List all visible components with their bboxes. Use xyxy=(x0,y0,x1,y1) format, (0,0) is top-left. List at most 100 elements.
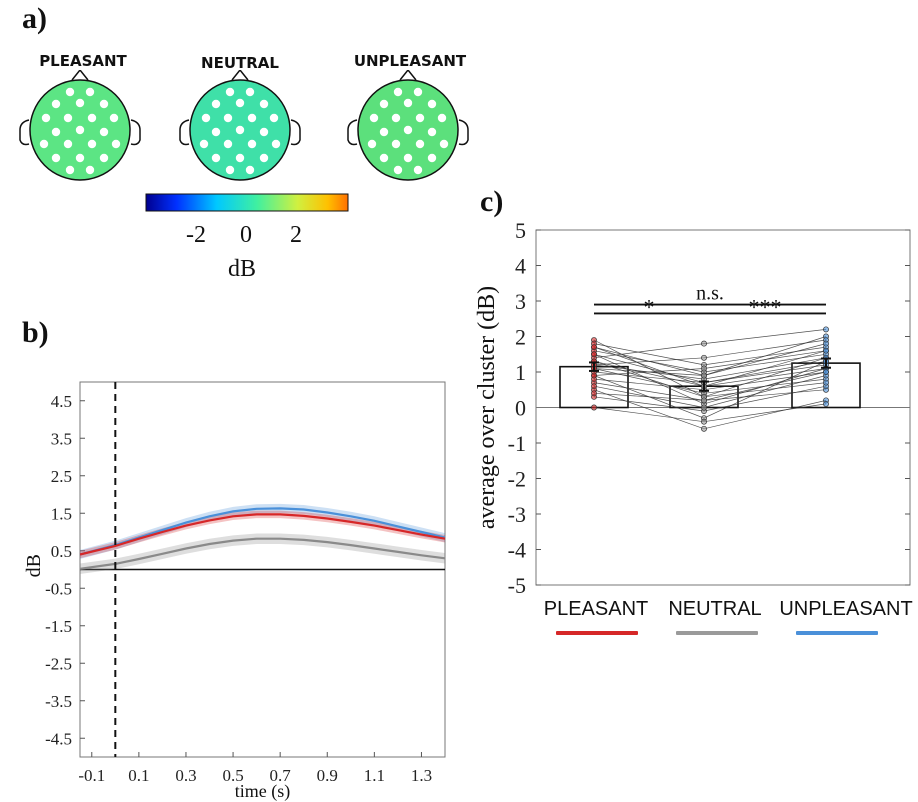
legend-line-pleasant xyxy=(556,631,638,635)
electrode-dot xyxy=(247,113,257,123)
electrode-dot xyxy=(437,113,447,123)
y-tick-label: 5 xyxy=(515,218,526,243)
series-line xyxy=(79,507,446,556)
subject-dot xyxy=(701,365,707,372)
y-tick-label: -1 xyxy=(508,431,526,456)
condition-title-pleasant: PLEASANT xyxy=(39,52,127,70)
electrode-dot xyxy=(247,139,257,149)
electrode-dot xyxy=(235,125,245,135)
electrode-dot xyxy=(223,113,233,123)
x-tick-label: 0.9 xyxy=(317,766,338,785)
electrode-dot xyxy=(427,127,437,137)
x-tick-label: 0.7 xyxy=(270,766,292,785)
y-tick-label: 4.5 xyxy=(51,392,72,411)
topoplot-pleasant xyxy=(19,70,141,181)
colorbar-tick: -2 xyxy=(186,222,206,248)
electrode-dot xyxy=(413,165,423,175)
x-axis-label: time (s) xyxy=(235,781,291,802)
subject-dot xyxy=(591,404,597,411)
significance-label: n.s. xyxy=(696,283,724,305)
legend-label-pleasant: PLEASANT xyxy=(543,598,649,620)
electrode-dot xyxy=(415,113,425,123)
subject-dot xyxy=(823,379,829,386)
legend-label-unpleasant: UNPLEASANT xyxy=(779,598,913,620)
electrode-dot xyxy=(427,153,437,163)
electrode-dot xyxy=(403,98,413,108)
significance-label: *** xyxy=(749,294,782,319)
electrode-dot xyxy=(393,165,403,175)
topoplots xyxy=(19,70,469,181)
x-tick-label: 1.1 xyxy=(364,766,385,785)
series-line xyxy=(79,537,446,570)
electrode-dot xyxy=(391,113,401,123)
electrode-dot xyxy=(51,127,61,137)
y-tick-label: -1.5 xyxy=(45,617,72,636)
electrode-dot xyxy=(403,125,413,135)
electrode-dot xyxy=(367,139,377,149)
subject-dot xyxy=(701,425,707,432)
electrode-dot xyxy=(63,113,73,123)
subject-dot xyxy=(701,354,707,361)
subject-dot xyxy=(823,347,829,354)
y-tick-label: 3.5 xyxy=(51,429,72,448)
line-chart: 4.5 3.5 2.5 1.5 0.5 -0.5 -1.5 -2.5 -3.5 -4.5 -0.1 0… xyxy=(23,381,446,802)
y-axis-label: average over cluster (dB) xyxy=(474,286,500,529)
electrode-dot xyxy=(379,99,389,109)
electrode-dot xyxy=(99,153,109,163)
y-tick-label: -2 xyxy=(508,467,526,492)
electrode-dot xyxy=(439,139,449,149)
electrode-dot xyxy=(235,153,245,163)
legend-line-unpleasant xyxy=(796,631,878,635)
colorbar-tick: 0 xyxy=(240,222,252,248)
y-tick-label: 3 xyxy=(515,289,526,314)
electrode-dot xyxy=(269,113,279,123)
electrode-dot xyxy=(75,153,85,163)
electrode-dot xyxy=(259,127,269,137)
panel-a-label: a) xyxy=(22,2,47,35)
y-tick-label: 0 xyxy=(515,396,526,421)
panel-b-label: b) xyxy=(22,316,49,349)
electrode-dot xyxy=(225,87,235,97)
y-tick-label: -3 xyxy=(508,502,526,527)
electrode-dot xyxy=(259,153,269,163)
electrode-dot xyxy=(75,125,85,135)
y-tick-label: 1 xyxy=(515,360,526,385)
subject-dot xyxy=(701,404,707,411)
electrode-dot xyxy=(245,165,255,175)
subject-dot xyxy=(823,400,829,407)
y-tick-label: 0.5 xyxy=(51,542,72,561)
electrode-dot xyxy=(41,113,51,123)
electrode-dot xyxy=(75,98,85,108)
electrode-dot xyxy=(379,127,389,137)
electrode-dot xyxy=(225,165,235,175)
electrode-dot xyxy=(211,127,221,137)
subject-dot xyxy=(823,340,829,347)
y-tick-label: 4 xyxy=(515,254,526,279)
electrode-dot xyxy=(379,153,389,163)
colorbar xyxy=(145,193,349,212)
subject-dot xyxy=(591,372,597,379)
electrode-dot xyxy=(391,139,401,149)
electrode-dot xyxy=(199,139,209,149)
y-tick-label: -0.5 xyxy=(45,579,72,598)
significance-label: * xyxy=(644,294,655,319)
subject-dot xyxy=(701,397,707,404)
electrode-dot xyxy=(109,113,119,123)
subject-dot xyxy=(701,372,707,379)
electrode-dot xyxy=(259,99,269,109)
y-tick-label: -3.5 xyxy=(45,692,72,711)
legend-label-neutral: NEUTRAL xyxy=(668,598,762,620)
electrode-dot xyxy=(85,165,95,175)
electrode-dot xyxy=(271,139,281,149)
y-tick-label: -5 xyxy=(508,573,526,598)
electrode-dot xyxy=(211,99,221,109)
subject-dot xyxy=(591,344,597,351)
subject-dot xyxy=(701,418,707,425)
x-tick-label: 1.3 xyxy=(411,766,432,785)
y-tick-label: 2 xyxy=(515,325,526,350)
electrode-dot xyxy=(427,99,437,109)
electrode-dot xyxy=(111,139,121,149)
electrode-dot xyxy=(65,165,75,175)
electrode-dot xyxy=(51,99,61,109)
